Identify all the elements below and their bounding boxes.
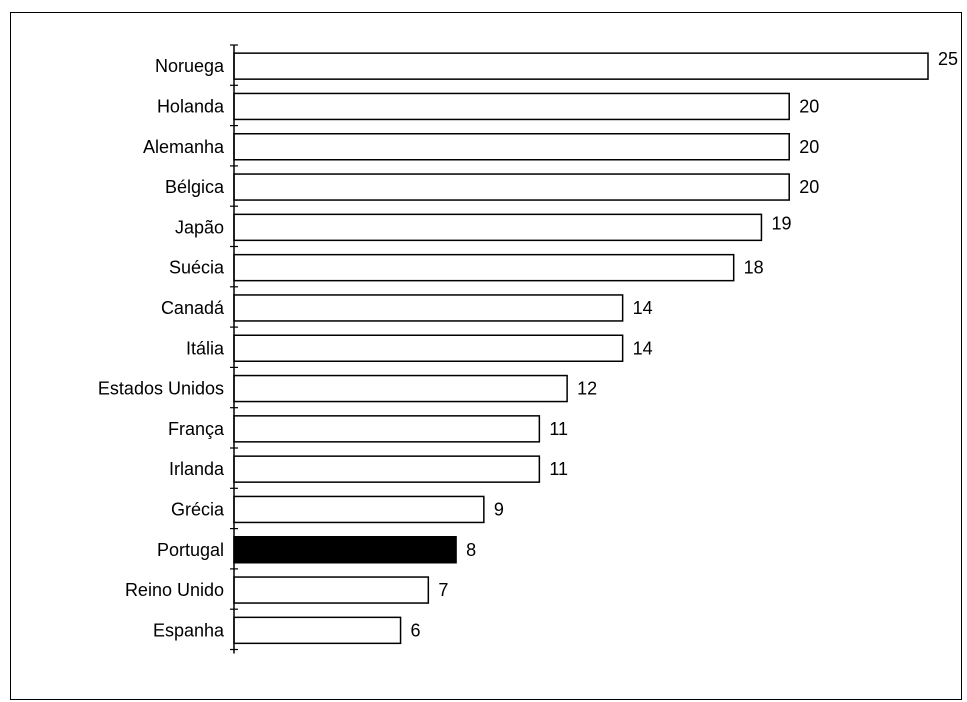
value-label-portugal: 8 xyxy=(466,540,476,560)
value-label-holanda: 20 xyxy=(799,96,819,116)
bar-japao xyxy=(233,213,763,242)
value-label-italia: 14 xyxy=(633,338,653,358)
bar-portugal xyxy=(233,536,457,564)
category-label-reino-unido: Reino Unido xyxy=(125,580,224,600)
bar-franca xyxy=(233,415,541,443)
category-label-italia: Itália xyxy=(186,338,225,358)
category-label-grecia: Grécia xyxy=(171,499,225,519)
category-label-alemanha: Alemanha xyxy=(143,137,225,157)
bar-belgica xyxy=(233,173,790,201)
value-label-canada: 14 xyxy=(633,298,653,318)
bar-estados-unidos xyxy=(233,374,568,403)
category-label-suecia: Suécia xyxy=(169,258,225,278)
category-label-noruega: Noruega xyxy=(155,56,225,76)
value-label-suecia: 18 xyxy=(744,258,764,278)
value-label-alemanha: 20 xyxy=(799,137,819,157)
bar-grecia xyxy=(233,495,485,524)
category-label-espanha: Espanha xyxy=(153,620,225,640)
bar-suecia xyxy=(233,253,735,282)
bar-alemanha xyxy=(233,133,790,161)
value-label-espanha: 6 xyxy=(411,620,421,640)
bars-layer xyxy=(233,52,929,645)
category-label-irlanda: Irlanda xyxy=(169,459,225,479)
value-label-noruega: 25 xyxy=(938,49,958,69)
value-label-grecia: 9 xyxy=(494,499,504,519)
bar-canada xyxy=(233,294,624,322)
value-label-japao: 19 xyxy=(771,213,791,233)
value-label-belgica: 20 xyxy=(799,177,819,197)
category-label-japao: Japão xyxy=(175,217,224,237)
category-label-portugal: Portugal xyxy=(157,540,224,560)
category-label-canada: Canadá xyxy=(161,298,225,318)
bar-italia xyxy=(233,334,624,362)
value-label-estados-unidos: 12 xyxy=(577,379,597,399)
category-label-franca: França xyxy=(168,419,225,439)
bar-noruega xyxy=(233,52,929,80)
bar-reino-unido xyxy=(233,576,430,604)
bar-espanha xyxy=(233,616,402,645)
category-label-holanda: Holanda xyxy=(157,96,225,116)
bar-holanda xyxy=(233,92,790,121)
bar-irlanda xyxy=(233,455,541,483)
category-label-estados-unidos: Estados Unidos xyxy=(98,379,224,399)
value-label-franca: 11 xyxy=(549,419,568,439)
value-label-reino-unido: 7 xyxy=(438,580,448,600)
value-label-irlanda: 11 xyxy=(549,459,568,479)
labels-layer: Noruega 25 Holanda 20 Alemanha 20 Bélgica 20 Jap… xyxy=(98,49,958,640)
category-label-belgica: Bélgica xyxy=(165,177,225,197)
